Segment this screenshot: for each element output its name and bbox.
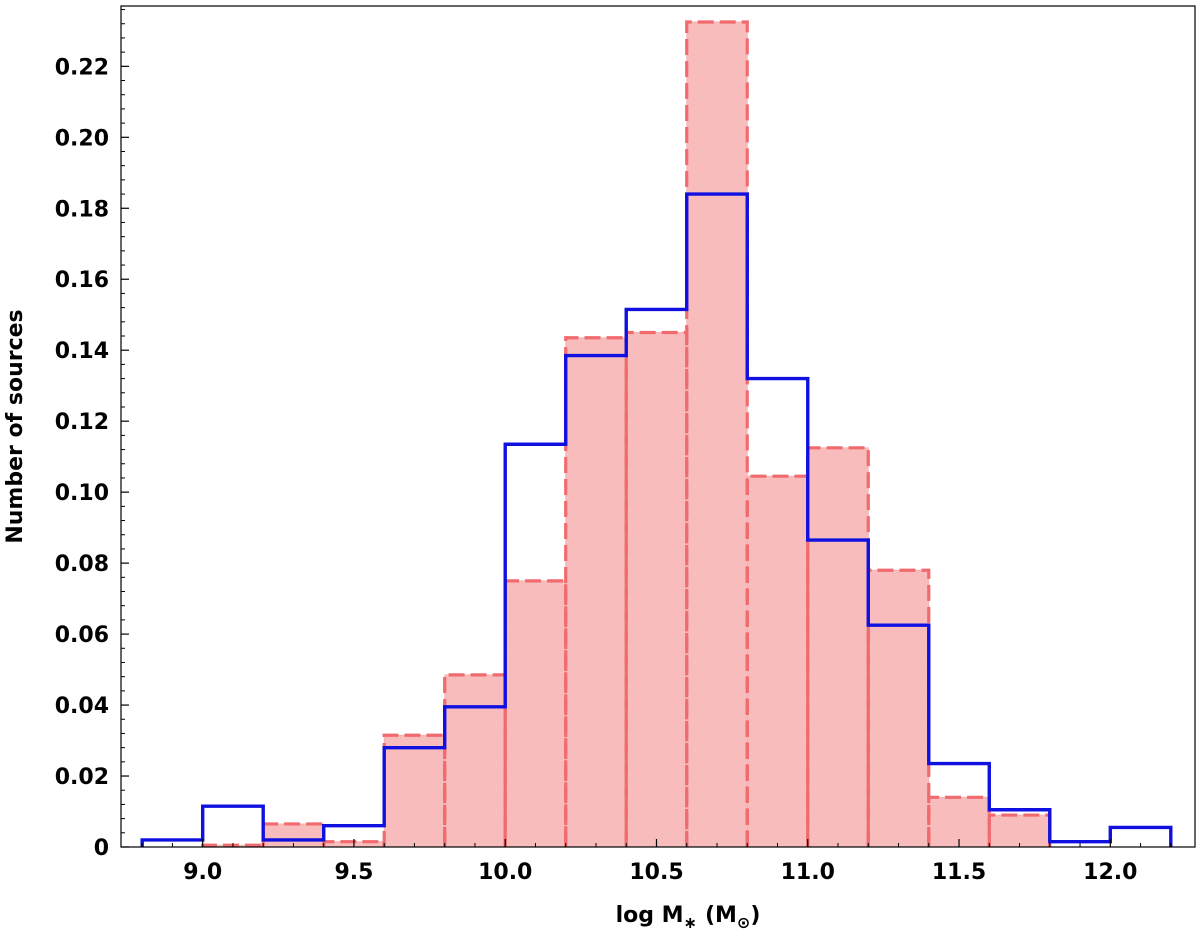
x-tick-label: 11.0 [781, 860, 835, 885]
plot-area [140, 20, 1173, 848]
y-tick-label: 0.14 [55, 339, 109, 364]
x-tick-label: 9.5 [334, 860, 373, 885]
x-axis-label-main: log M [616, 903, 684, 928]
axis-ticks: 9.0 9.5 10.0 10.5 11.0 11.5 12.0 0 0.02 0.04 0.06 0… [55, 9, 1172, 885]
filled-bar [746, 475, 809, 848]
x-tick-label: 11.5 [932, 860, 986, 885]
x-axis-label: log M∗ (M⊙) [616, 903, 761, 932]
filled-bar [625, 332, 688, 848]
x-axis-label-sub: ∗ [684, 913, 697, 932]
filled-bar [565, 337, 627, 848]
x-axis-label-units: (M [705, 903, 737, 928]
x-axis-label-units-sub: ⊙ [737, 913, 750, 932]
filled-bar [686, 21, 748, 848]
dashed-bar-outline [806, 446, 870, 847]
filled-bar [383, 734, 446, 848]
filled-bar [444, 674, 506, 848]
dashed-bar-outline [624, 330, 689, 847]
y-tick-label: 0.04 [55, 694, 109, 719]
dashed-bar-outline [503, 579, 568, 847]
filled-bar [504, 580, 567, 848]
dashed-bar-outline [443, 673, 507, 847]
y-tick-label: 0.02 [55, 765, 109, 790]
step-outline-series [140, 192, 1173, 847]
y-tick-label: 0 [94, 836, 109, 861]
y-tick-label: 0.12 [55, 410, 109, 435]
filled-bar [867, 569, 930, 848]
x-tick-label: 9.0 [183, 860, 222, 885]
dashed-bar-outline [987, 813, 1052, 847]
y-tick-label: 0.22 [55, 55, 109, 80]
y-tick-label: 0.08 [55, 552, 109, 577]
y-tick-label: 0.18 [55, 197, 109, 222]
y-tick-label: 0.16 [55, 268, 109, 293]
x-tick-label: 10.0 [478, 860, 532, 885]
plot-frame [120, 5, 1196, 848]
x-tick-label: 12.0 [1083, 860, 1137, 885]
dashed-bar-outline [685, 20, 749, 847]
y-tick-label: 0.20 [55, 126, 109, 151]
y-axis-label: Number of sources [3, 309, 28, 543]
filled-bar [807, 447, 869, 848]
x-tick-label: 10.5 [629, 860, 683, 885]
y-tick-label: 0.10 [55, 481, 109, 506]
filled-bar [988, 814, 1051, 848]
x-axis-label-units-close: ) [750, 903, 760, 928]
y-tick-label: 0.06 [55, 623, 109, 648]
